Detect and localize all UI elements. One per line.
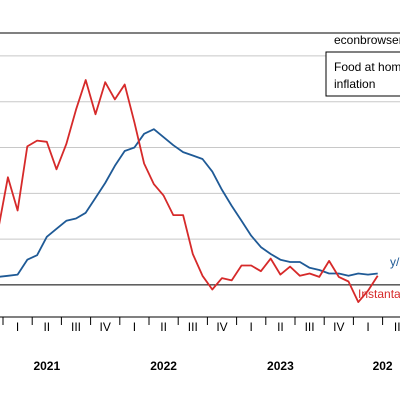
x-tick-label: II (43, 320, 50, 334)
x-year-label: 2022 (150, 359, 177, 373)
x-tick-label: I (366, 320, 369, 334)
x-tick-label: I (250, 320, 253, 334)
x-tick-label: III (305, 320, 315, 334)
x-year-label: 2023 (267, 359, 294, 373)
x-tick-label: II (277, 320, 284, 334)
series-lines (0, 79, 379, 304)
x-tick-label: III (71, 320, 81, 334)
x-tick-label: IV (216, 320, 227, 334)
x-tick-label: I (133, 320, 136, 334)
x-year-label: 202 (373, 359, 393, 373)
legend-line-2: inflation (334, 77, 375, 91)
x-year-label: 2021 (33, 359, 60, 373)
x-axis-ticks: I II III IV I II III IV I II III IV I II (2, 317, 400, 334)
watermark: econbrowser.com (334, 33, 400, 47)
plot-frame (0, 32, 400, 318)
series-line-instantaneous (0, 79, 379, 304)
x-tick-label: III (188, 320, 198, 334)
legend-box: Food at home inflation (325, 51, 400, 97)
x-tick-label: II (394, 320, 400, 334)
legend-frame (325, 51, 400, 97)
x-tick-label: IV (100, 320, 111, 334)
series-label-yy: y/ (390, 255, 400, 269)
x-tick-label: I (16, 320, 19, 334)
legend-line-1: Food at home (334, 60, 400, 74)
x-tick-label: IV (333, 320, 344, 334)
x-tick-label: II (160, 320, 167, 334)
x-axis-years: 2021 2022 2023 202 (33, 359, 392, 373)
series-line-yy (0, 128, 378, 278)
series-label-instantaneous: Instanta (358, 287, 400, 301)
